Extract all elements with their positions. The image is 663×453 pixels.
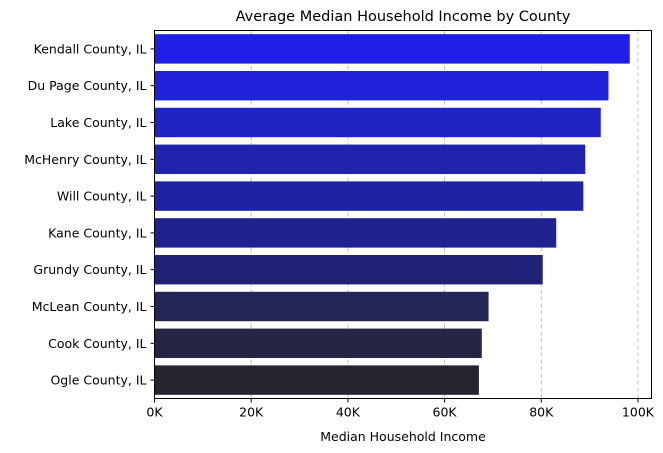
bar	[154, 107, 601, 138]
bar	[154, 328, 482, 359]
y-tick-label: Du Page County, IL	[28, 78, 147, 93]
bar	[154, 34, 630, 64]
x-axis-ticks: 0K 20K 40K 60K 80K 100K	[146, 398, 655, 420]
x-tick-label: 20K	[239, 405, 264, 420]
y-tick-label: Ogle County, IL	[50, 373, 146, 388]
bar	[154, 144, 586, 175]
y-tick-label: Will County, IL	[57, 189, 147, 204]
y-axis-ticks: Kendall County, IL Du Page County, IL Lake…	[24, 41, 155, 388]
bar	[154, 291, 489, 322]
bar	[154, 365, 479, 395]
y-tick-label: McLean County, IL	[32, 299, 147, 314]
y-tick-label: Kane County, IL	[48, 225, 146, 240]
y-tick-label: McHenry County, IL	[24, 152, 146, 167]
x-tick-label: 80K	[529, 405, 554, 420]
y-tick-label: Kendall County, IL	[34, 41, 147, 56]
plot-frame	[154, 30, 652, 399]
bar	[154, 218, 557, 248]
y-tick-label: Grundy County, IL	[33, 262, 146, 277]
y-tick-label: Lake County, IL	[50, 115, 146, 130]
x-tick-label: 100K	[622, 405, 655, 420]
chart-title: Average Median Household Income by Count…	[236, 9, 571, 25]
x-tick-label: 0K	[146, 405, 163, 420]
x-tick-label: 40K	[336, 405, 361, 420]
bars	[154, 34, 630, 395]
bar	[154, 181, 584, 211]
x-tick-label: 60K	[433, 405, 458, 420]
bar	[154, 70, 609, 101]
x-axis-label: Median Household Income	[320, 429, 486, 444]
bar	[154, 254, 543, 285]
y-tick-label: Cook County, IL	[48, 336, 146, 351]
